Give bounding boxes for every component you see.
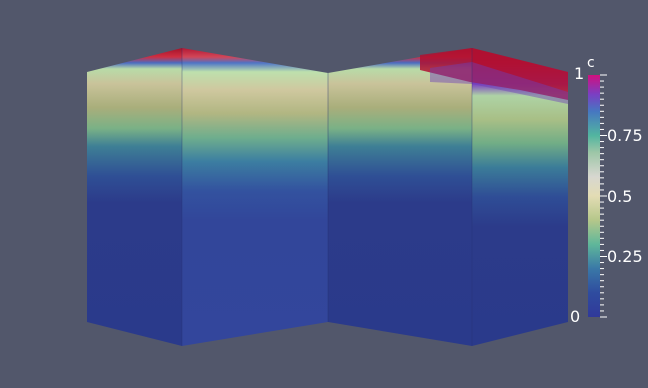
volume-face-right: [472, 48, 568, 346]
volume-face-left: [87, 48, 182, 346]
volume-render[interactable]: [87, 48, 568, 346]
scalar-bar-ticks: [600, 74, 607, 318]
scalar-bar-tick-label: 0.5: [607, 187, 633, 206]
volume-face-center-left: [182, 48, 328, 346]
scalar-bar-tick-label: 0.75: [607, 126, 643, 145]
scalar-bar[interactable]: [588, 74, 607, 318]
scalar-bar-title: c: [587, 55, 595, 71]
scalar-bar-tick-label: 0.25: [607, 247, 643, 266]
scalar-bar-min-label: 0: [570, 307, 581, 326]
scalar-bar-max-label: 1: [574, 64, 585, 83]
scalar-bar-gradient: [588, 75, 600, 317]
red-top-region: [420, 48, 568, 100]
volume-face-center-right: [328, 48, 472, 346]
purple-band: [430, 62, 568, 104]
